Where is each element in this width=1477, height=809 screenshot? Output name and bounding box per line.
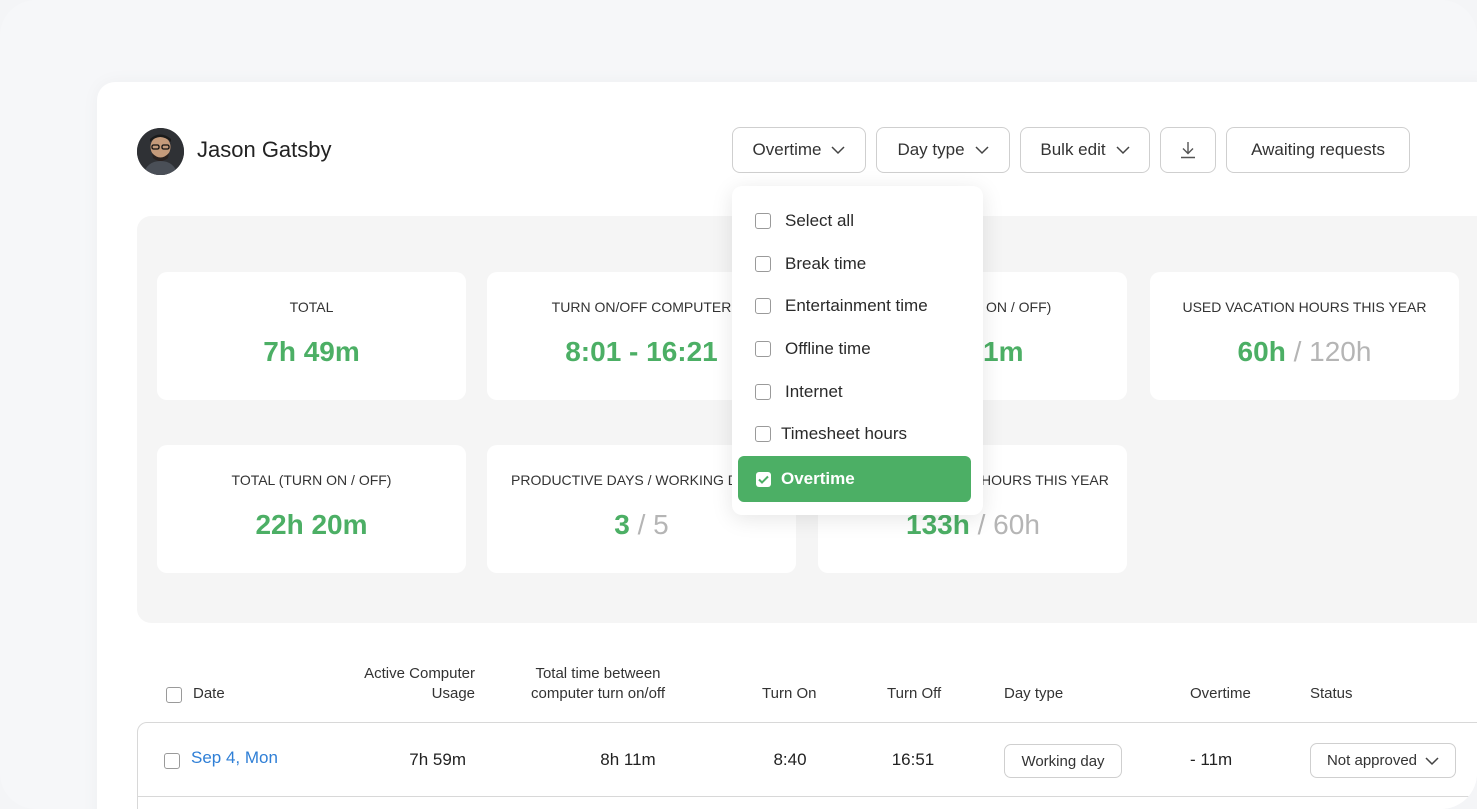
checkbox-checked[interactable] — [756, 471, 771, 487]
column-header-turn-off[interactable]: Turn Off — [887, 685, 942, 702]
table-body — [137, 722, 1477, 809]
column-header-turn-on[interactable]: Turn On — [762, 685, 817, 702]
stat-card-total: TOTAL 7h 49m — [157, 272, 466, 400]
awaiting-requests-button[interactable]: Awaiting requests — [1226, 127, 1410, 173]
bulk-edit-button[interactable]: Bulk edit — [1020, 127, 1150, 173]
stat-value-total: 120h — [1309, 336, 1372, 367]
stat-value: 1m — [983, 336, 1024, 367]
row-date-link[interactable]: Sep 4, Mon — [191, 748, 278, 767]
stat-value: 22h 20m — [255, 509, 368, 540]
stat-label: PRODUCTIVE DAYS / WORKING D — [511, 472, 738, 488]
row-active-usage: 7h 59m — [409, 750, 466, 769]
dropdown-item-timesheet-hours[interactable]: Timesheet hours — [755, 422, 907, 446]
chevron-down-icon — [831, 146, 846, 155]
checkbox[interactable] — [755, 213, 771, 229]
row-day-type-pill[interactable]: Working day — [1004, 744, 1122, 778]
column-header-day-type[interactable]: Day type — [1004, 685, 1064, 702]
stat-label: USED VACATION HOURS THIS YEAR — [1182, 299, 1427, 315]
checkbox[interactable] — [755, 298, 771, 314]
stat-card-total-turn: TOTAL (TURN ON / OFF) 22h 20m — [157, 445, 466, 573]
dropdown-item-label: Entertainment time — [785, 296, 928, 315]
day-type-button[interactable]: Day type — [876, 127, 1010, 173]
day-type-label: Day type — [897, 140, 965, 159]
column-header-line: computer turn on/off — [531, 685, 665, 702]
stat-value-sep: / — [1293, 336, 1302, 367]
column-header-overtime[interactable]: Overtime — [1190, 685, 1251, 702]
stat-label: HOURS THIS YEAR — [981, 472, 1109, 488]
overtime-dropdown-menu: Select all Break time Entertainment time… — [732, 186, 983, 515]
checkmark-icon — [758, 475, 769, 484]
dropdown-item-label: Timesheet hours — [781, 424, 907, 443]
stat-value: 3 / 5 — [487, 509, 796, 541]
stat-value-main: 60h — [1237, 336, 1286, 367]
dropdown-item-select-all[interactable]: Select all — [755, 209, 854, 233]
stat-value-sep: / — [977, 509, 986, 540]
stat-value-main: 3 — [614, 509, 630, 540]
day-type-value: Working day — [1021, 752, 1105, 770]
checkbox[interactable] — [755, 256, 771, 272]
row-total-time: 8h 11m — [600, 750, 656, 769]
dropdown-item-label: Offline time — [785, 339, 871, 358]
dropdown-item-break-time[interactable]: Break time — [755, 252, 866, 276]
chevron-down-icon — [1425, 756, 1439, 765]
bulk-edit-label: Bulk edit — [1040, 140, 1106, 159]
stat-value-sep: / — [637, 509, 646, 540]
row-divider — [138, 796, 1477, 797]
row-status-dropdown[interactable]: Not approved — [1310, 743, 1456, 778]
column-header-line: Active Computer — [364, 665, 475, 682]
dropdown-item-label: Break time — [785, 254, 867, 273]
checkbox[interactable] — [755, 384, 771, 400]
column-header-date[interactable]: Date — [193, 685, 225, 702]
stat-label: TURN ON/OFF COMPUTER — [551, 299, 732, 315]
row-turn-on: 8:40 — [773, 750, 807, 769]
download-button[interactable] — [1160, 127, 1216, 173]
dropdown-item-offline-time[interactable]: Offline time — [755, 337, 871, 361]
stat-label: ON / OFF) — [986, 299, 1052, 315]
column-header-active[interactable]: Active Computer Usage — [320, 664, 475, 704]
overtime-filter-button[interactable]: Overtime — [732, 127, 866, 173]
stat-card-vacation: USED VACATION HOURS THIS YEAR 60h / 120h — [1150, 272, 1459, 400]
status-value: Not approved — [1326, 752, 1418, 769]
select-all-rows-checkbox[interactable] — [166, 687, 182, 703]
row-overtime: - 11m — [1190, 750, 1233, 769]
stat-value: 7h 49m — [263, 336, 360, 367]
column-header-total-time[interactable]: Total time between computer turn on/off — [500, 664, 696, 704]
avatar[interactable] — [137, 128, 184, 175]
dropdown-item-label: Internet — [785, 382, 843, 401]
dropdown-item-internet[interactable]: Internet — [755, 380, 843, 404]
stat-value-total: 5 — [653, 509, 669, 540]
stat-value: 60h / 120h — [1150, 336, 1459, 368]
dropdown-item-overtime[interactable]: Overtime — [738, 456, 971, 502]
stat-value: 8:01 - 16:21 — [565, 336, 718, 367]
checkbox[interactable] — [755, 341, 771, 357]
overtime-filter-label: Overtime — [752, 140, 822, 159]
stat-value-total: 60h — [993, 509, 1040, 540]
dropdown-item-label: Overtime — [781, 469, 855, 488]
awaiting-requests-label: Awaiting requests — [1251, 140, 1385, 159]
row-turn-off: 16:51 — [891, 750, 935, 769]
column-header-status[interactable]: Status — [1310, 685, 1353, 702]
download-icon — [1181, 142, 1195, 159]
stat-label: TOTAL (TURN ON / OFF) — [231, 472, 392, 488]
stat-label: TOTAL — [289, 299, 334, 315]
row-checkbox[interactable] — [164, 753, 180, 769]
dropdown-item-entertainment-time[interactable]: Entertainment time — [755, 294, 928, 318]
column-header-line: Total time between — [535, 665, 661, 682]
column-header-line: Usage — [431, 685, 475, 702]
dropdown-item-label: Select all — [785, 211, 854, 230]
checkbox[interactable] — [755, 426, 771, 442]
chevron-down-icon — [975, 146, 989, 155]
chevron-down-icon — [1116, 146, 1130, 155]
user-name: Jason Gatsby — [197, 137, 332, 162]
